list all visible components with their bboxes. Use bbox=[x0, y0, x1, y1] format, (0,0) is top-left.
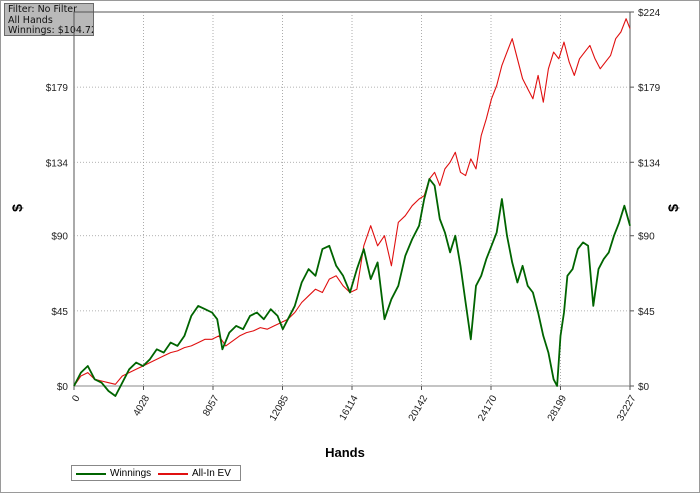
winnings-series-line bbox=[73, 178, 631, 397]
legend-label-winnings: Winnings bbox=[110, 468, 152, 479]
filter-summary-box: Filter: No Filter All Hands Winnings: $1… bbox=[4, 3, 94, 36]
y-tick-label-left: $179 bbox=[46, 83, 69, 94]
legend-item-allin-ev: All-In EV bbox=[158, 468, 231, 479]
y-tick-label-left: $0 bbox=[57, 382, 69, 393]
y-tick-label-left: $90 bbox=[51, 232, 68, 243]
x-tick-label: 8057 bbox=[201, 393, 222, 418]
x-axis-label: Hands bbox=[325, 445, 365, 460]
legend-item-winnings: Winnings bbox=[76, 468, 151, 479]
x-tick-label: 16114 bbox=[338, 393, 361, 422]
x-tick-label: 12085 bbox=[268, 393, 292, 423]
grid-lines bbox=[73, 11, 631, 387]
y-tick-label-left: $45 bbox=[51, 307, 68, 318]
hands-filter-label: All Hands bbox=[8, 14, 53, 26]
allin-ev-series-line bbox=[73, 18, 631, 387]
y-tick-label-right: $179 bbox=[638, 83, 661, 94]
y-tick-label-right: $0 bbox=[638, 382, 650, 393]
x-tick-label: 0 bbox=[70, 393, 83, 404]
axis-ticks: $0 $45 $90 $134 $179 $0 $45 $90 $134 $179 $224 0 402… bbox=[46, 8, 661, 423]
filter-label: Filter: No Filter bbox=[8, 4, 78, 15]
series-lines bbox=[73, 18, 631, 397]
y-axis-label-right: $ bbox=[665, 204, 681, 212]
x-tick-label: 4028 bbox=[132, 393, 153, 418]
x-tick-label: 32227 bbox=[615, 393, 639, 423]
y-tick-label-right: $224 bbox=[638, 8, 661, 19]
y-tick-label-right: $45 bbox=[638, 307, 655, 318]
y-tick-label-right: $90 bbox=[638, 232, 655, 243]
winnings-total-label: Winnings: $104.72 bbox=[8, 25, 94, 36]
x-tick-label: 20142 bbox=[407, 393, 431, 423]
y-axis-label-left: $ bbox=[9, 204, 25, 212]
y-tick-label-right: $134 bbox=[638, 158, 661, 169]
legend-swatch-winnings bbox=[76, 472, 106, 475]
y-tick-label-left: $134 bbox=[46, 158, 69, 169]
x-tick-label: 24170 bbox=[476, 393, 500, 423]
legend-swatch-allin-ev bbox=[158, 472, 188, 475]
chart-legend: Winnings All-In EV bbox=[71, 465, 241, 481]
x-tick-label: 28199 bbox=[546, 393, 570, 423]
legend-label-allin-ev: All-In EV bbox=[192, 468, 231, 479]
